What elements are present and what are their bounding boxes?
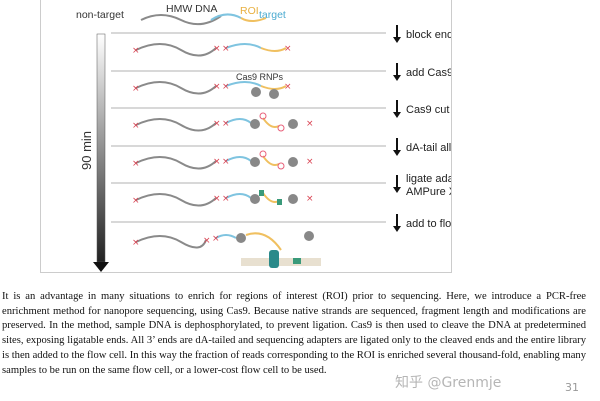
workflow-figure: non-target HMW DNA ROI target 90 min × × ×… xyxy=(40,0,452,273)
svg-text:×: × xyxy=(306,157,314,167)
time-label: 90 min xyxy=(79,131,94,170)
watermark: 知乎 @Grenmje xyxy=(395,375,502,391)
svg-text:×: × xyxy=(213,119,221,129)
svg-text:×: × xyxy=(222,44,230,54)
adapter-icons xyxy=(259,190,282,205)
svg-text:×: × xyxy=(203,236,211,246)
step-cas9-cut: Cas9 cut xyxy=(406,104,449,116)
step-ligate-adapters: ligate adapters, xyxy=(406,173,451,185)
cas9-protein-icons xyxy=(236,87,314,243)
flow-cell-pore-icon xyxy=(241,250,321,268)
step-add-flow-cell: add to flow cell xyxy=(406,218,451,230)
svg-text:×: × xyxy=(284,82,292,92)
step-separators xyxy=(111,32,386,223)
hmw-dna-label: HMW DNA xyxy=(166,3,217,15)
cas9-rnps-label: Cas9 RNPs xyxy=(236,72,284,82)
svg-text:×: × xyxy=(306,119,314,129)
target-strand xyxy=(210,13,242,21)
roi-label: ROI xyxy=(240,5,259,17)
page-number: 31 xyxy=(565,381,579,394)
non-target-label: non-target xyxy=(76,9,124,21)
svg-text:×: × xyxy=(284,44,292,54)
workflow-diagram: non-target HMW DNA ROI target 90 min × × ×… xyxy=(76,3,451,272)
svg-text:×: × xyxy=(132,159,140,169)
svg-text:×: × xyxy=(132,84,140,94)
svg-text:×: × xyxy=(213,44,221,54)
time-bar xyxy=(96,33,106,263)
time-arrowhead-icon xyxy=(93,262,109,272)
body-paragraph: It is an advantage in many situations to… xyxy=(2,291,586,376)
step-add-cas9: add Cas9 RNPs xyxy=(406,67,451,79)
step-arrow-icons xyxy=(393,25,401,232)
svg-text:×: × xyxy=(212,234,220,244)
blocked-end-icons: × × × × × × × × × × × × × × × × × × × × × × × xyxy=(132,44,314,248)
svg-text:×: × xyxy=(306,194,314,204)
step-ampure-cleanup: AMPure XP clean up xyxy=(406,186,451,198)
svg-text:×: × xyxy=(222,157,230,167)
svg-text:×: × xyxy=(222,82,230,92)
svg-text:×: × xyxy=(213,82,221,92)
svg-text:×: × xyxy=(132,196,140,206)
svg-text:×: × xyxy=(213,157,221,167)
svg-text:×: × xyxy=(222,194,230,204)
roi-strand xyxy=(240,17,267,22)
svg-text:×: × xyxy=(132,121,140,131)
step-da-tail: dA-tail all ends xyxy=(406,142,451,154)
svg-text:×: × xyxy=(132,238,140,248)
svg-text:×: × xyxy=(132,46,140,56)
svg-text:×: × xyxy=(222,119,230,129)
step-block-ends: block ends xyxy=(406,29,451,41)
non-target-strand xyxy=(140,14,222,26)
phosphate-icons xyxy=(259,112,285,170)
svg-text:×: × xyxy=(213,194,221,204)
